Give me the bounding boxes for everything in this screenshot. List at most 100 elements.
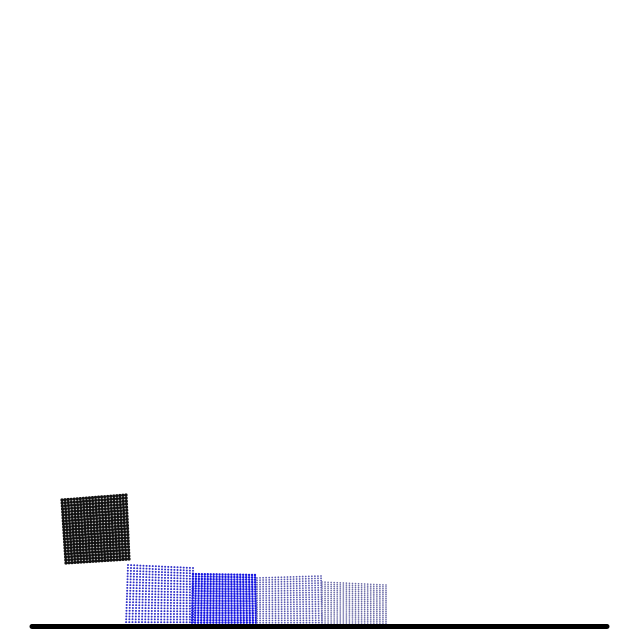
particle — [107, 522, 111, 526]
particle — [308, 589, 310, 592]
particle — [286, 598, 289, 601]
particle — [135, 604, 138, 607]
particle — [289, 596, 292, 599]
particle — [372, 622, 375, 624]
particle — [348, 612, 351, 614]
particle — [172, 621, 175, 624]
particle — [141, 587, 144, 590]
particle — [129, 581, 132, 584]
particle — [292, 601, 295, 603]
particle — [188, 596, 191, 599]
particle — [112, 503, 116, 507]
particle — [157, 596, 160, 599]
particle — [218, 614, 221, 617]
particle — [248, 607, 251, 610]
particle — [369, 598, 372, 601]
particle — [215, 597, 218, 600]
particle — [274, 581, 277, 583]
particle — [292, 594, 295, 597]
particle — [345, 616, 348, 618]
particle — [360, 586, 363, 589]
particle — [97, 498, 101, 502]
particle — [160, 585, 163, 588]
particle — [366, 616, 369, 619]
particle — [321, 593, 323, 596]
particle — [239, 585, 242, 588]
particle — [212, 602, 215, 605]
particle — [248, 604, 251, 608]
particle — [227, 585, 230, 588]
particle — [363, 594, 366, 597]
particle — [83, 529, 87, 534]
particle — [363, 585, 366, 587]
particle — [206, 582, 209, 586]
particle — [63, 498, 67, 502]
particle — [369, 606, 372, 609]
particle — [141, 592, 144, 595]
particle — [176, 613, 179, 616]
particle — [369, 591, 372, 593]
particle — [79, 557, 83, 561]
particle — [256, 595, 258, 597]
particle — [154, 598, 157, 601]
particle — [302, 610, 305, 613]
particle — [163, 607, 166, 610]
particle — [62, 534, 66, 538]
particle — [321, 618, 323, 620]
particle — [259, 619, 261, 622]
particle — [230, 595, 233, 598]
particle — [292, 575, 295, 578]
particle — [283, 621, 286, 624]
particle — [179, 591, 182, 594]
particle — [94, 513, 99, 518]
particle — [66, 540, 70, 544]
particle — [327, 601, 329, 604]
particle — [268, 583, 271, 586]
particle — [382, 593, 384, 596]
particle — [114, 546, 118, 550]
particle — [65, 537, 70, 541]
particle — [307, 577, 310, 580]
particle — [333, 620, 336, 622]
particle — [73, 560, 77, 565]
particle — [173, 577, 176, 580]
particle — [111, 540, 115, 544]
particle — [167, 574, 170, 577]
particle — [97, 556, 101, 560]
particle — [182, 618, 185, 621]
particle — [94, 504, 98, 509]
particle — [277, 596, 280, 599]
particle — [327, 618, 329, 620]
particle — [363, 612, 366, 615]
particle — [305, 587, 307, 589]
particle — [245, 583, 248, 586]
particle — [126, 592, 129, 595]
particle — [203, 616, 206, 619]
particle — [317, 575, 319, 577]
particle — [366, 612, 369, 615]
particle — [200, 614, 203, 617]
particle — [292, 598, 295, 601]
particle — [327, 616, 329, 618]
particle — [144, 590, 147, 593]
particle — [242, 578, 245, 581]
particle — [185, 613, 188, 616]
particle — [138, 584, 141, 587]
particle — [308, 598, 311, 601]
particle — [138, 587, 141, 590]
particle — [153, 610, 156, 613]
particle — [197, 616, 200, 619]
particle — [295, 582, 298, 585]
particle — [92, 520, 96, 524]
particle — [221, 587, 224, 591]
particle — [227, 619, 230, 622]
particle — [224, 616, 227, 619]
particle — [324, 581, 326, 583]
particle — [330, 589, 332, 592]
particle — [239, 573, 242, 576]
particle — [302, 607, 305, 610]
particle — [327, 593, 329, 596]
particle — [227, 587, 230, 591]
particle — [188, 594, 191, 597]
particle — [203, 604, 206, 607]
